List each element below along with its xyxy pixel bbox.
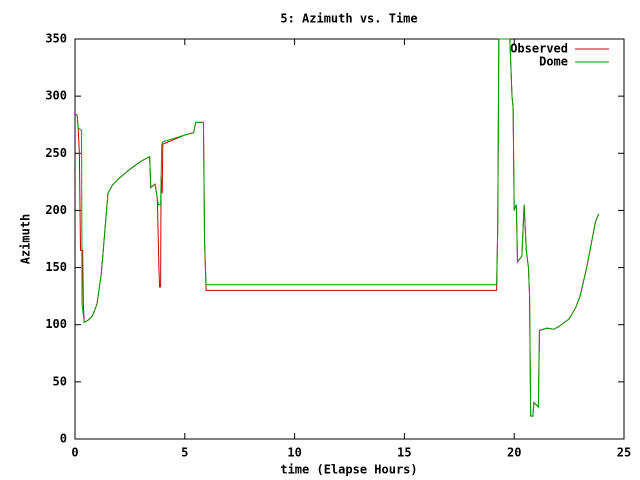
- chart-title: 5: Azimuth vs. Time: [280, 12, 417, 26]
- y-tick-label: 0: [60, 432, 67, 446]
- x-axis-label: time (Elapse Hours): [280, 463, 417, 477]
- y-tick-label: 50: [53, 374, 67, 388]
- y-tick-label: 150: [45, 260, 67, 274]
- data-line: [74, 38, 600, 417]
- x-tick-label: 10: [287, 446, 301, 460]
- x-tick-label: 0: [71, 446, 78, 460]
- y-tick-label: 350: [45, 32, 67, 46]
- legend-label: Observed: [510, 42, 568, 56]
- y-tick-label: 250: [45, 146, 67, 160]
- y-axis-label: Azimuth: [19, 214, 33, 265]
- legend-label: Dome: [539, 55, 568, 69]
- x-tick-label: 15: [397, 446, 411, 460]
- y-tick-label: 200: [45, 203, 67, 217]
- x-tick-label: 20: [507, 446, 521, 460]
- y-tick-label: 300: [45, 89, 67, 103]
- x-tick-label: 5: [181, 446, 188, 460]
- plot-frame: [74, 38, 625, 440]
- y-tick-label: 100: [45, 317, 67, 331]
- x-tick-label: 25: [617, 446, 631, 460]
